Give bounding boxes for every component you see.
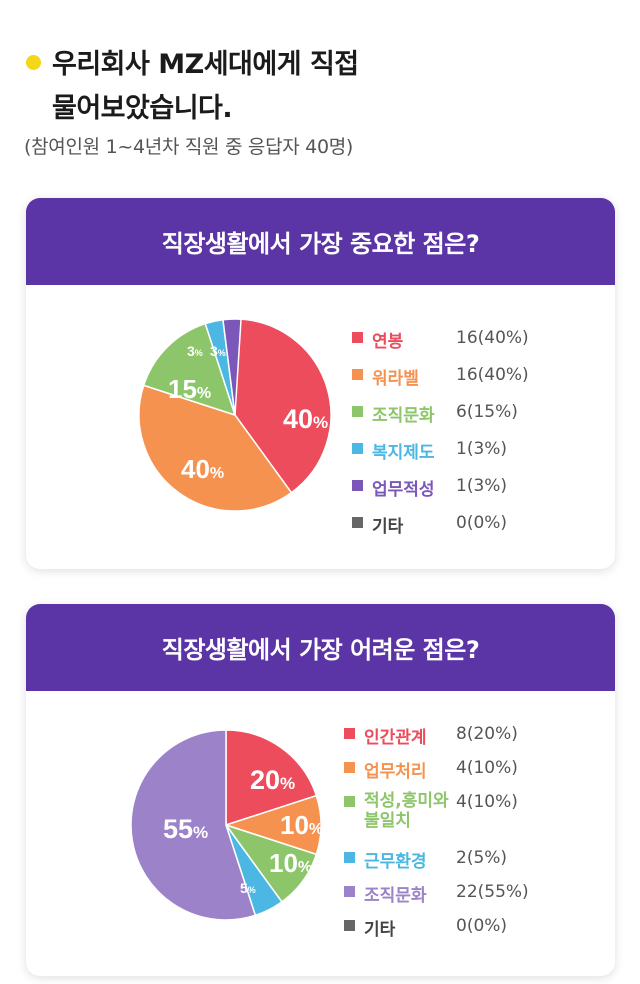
legend-label: 조직문화 [372,406,435,426]
legend-swatch [344,796,355,807]
legend-value: 6(15%) [456,402,518,422]
pie-slice [130,729,257,921]
pie-slice [225,729,318,827]
legend-swatch [352,517,363,528]
pie-chart-difficult: 20% 10% 10% 5% 55% [130,729,323,921]
legend-swatch [352,480,363,491]
legend-swatch [352,332,363,343]
pie-slice-label: 15% [168,374,211,404]
legend-value: 16(40%) [456,328,529,348]
legend-value: 1(3%) [456,439,508,459]
legend-label: 업무적성 [372,480,435,500]
chart-card-important: 직장생활에서 가장 중요한 점은? 40% 40% 15% 3% 3% 연봉 16(40%… [26,198,615,569]
legend-swatch [352,443,363,454]
legend-swatch [344,728,355,739]
legend-value: 1(3%) [456,476,508,496]
legend-swatch [344,886,355,897]
legend-value: 4(10%) [456,758,518,778]
page-title-line-2: 물어보았습니다. [52,93,233,124]
chart-title: 직장생활에서 가장 중요한 점은? [26,198,615,285]
legend-swatch [344,852,355,863]
pie-slice-label: 20% [250,765,295,795]
legend-value: 0(0%) [456,916,508,936]
chart-card-difficult: 직장생활에서 가장 어려운 점은? 20% 10% 10% 5% 55% 인간관계 8(2… [26,604,615,976]
pie-slice [234,318,332,494]
legend-swatch [352,369,363,380]
pie-slice-label: 55% [163,814,208,844]
legend-value: 4(10%) [456,792,518,812]
page-subtitle: (참여인원 1~4년차 직원 중 응답자 40명) [24,136,354,158]
legend-label: 기타 [372,517,404,537]
yellow-bullet-icon [26,55,41,70]
pie-slice-label: 40% [181,454,224,484]
legend-value: 16(40%) [456,365,529,385]
pie-slice-label: 10% [269,848,312,878]
pie-chart-important: 40% 40% 15% 3% 3% [138,318,332,512]
pie-slice-label: 40% [283,404,328,434]
legend-label: 기타 [364,920,396,940]
pie-slice-label: 3% [210,343,226,359]
page-title-line-1: 우리회사 MZ세대에게 직접 [52,49,359,80]
legend-label: 근무환경 [364,852,427,872]
chart-title: 직장생활에서 가장 어려운 점은? [26,604,615,691]
pie-slice-label: 10% [280,810,323,840]
legend-label: 적성,흥미와 불일치 [364,791,449,831]
legend-swatch [344,920,355,931]
pie-slice [138,384,293,512]
legend-label: 인간관계 [364,728,427,748]
pie-slice [222,318,242,416]
legend-swatch [344,762,355,773]
legend-value: 8(20%) [456,724,518,744]
legend-label: 조직문화 [364,886,427,906]
legend-label: 복지제도 [372,443,435,463]
legend-value: 2(5%) [456,848,508,868]
pie-slice-label: 3% [187,343,203,359]
legend-value: 22(55%) [456,882,529,902]
legend-value: 0(0%) [456,513,508,533]
pie-slice-label: 5% [240,880,256,896]
legend-swatch [352,406,363,417]
legend-label: 업무처리 [364,762,427,782]
legend-label: 연봉 [372,332,404,352]
legend-label: 워라벨 [372,369,419,389]
